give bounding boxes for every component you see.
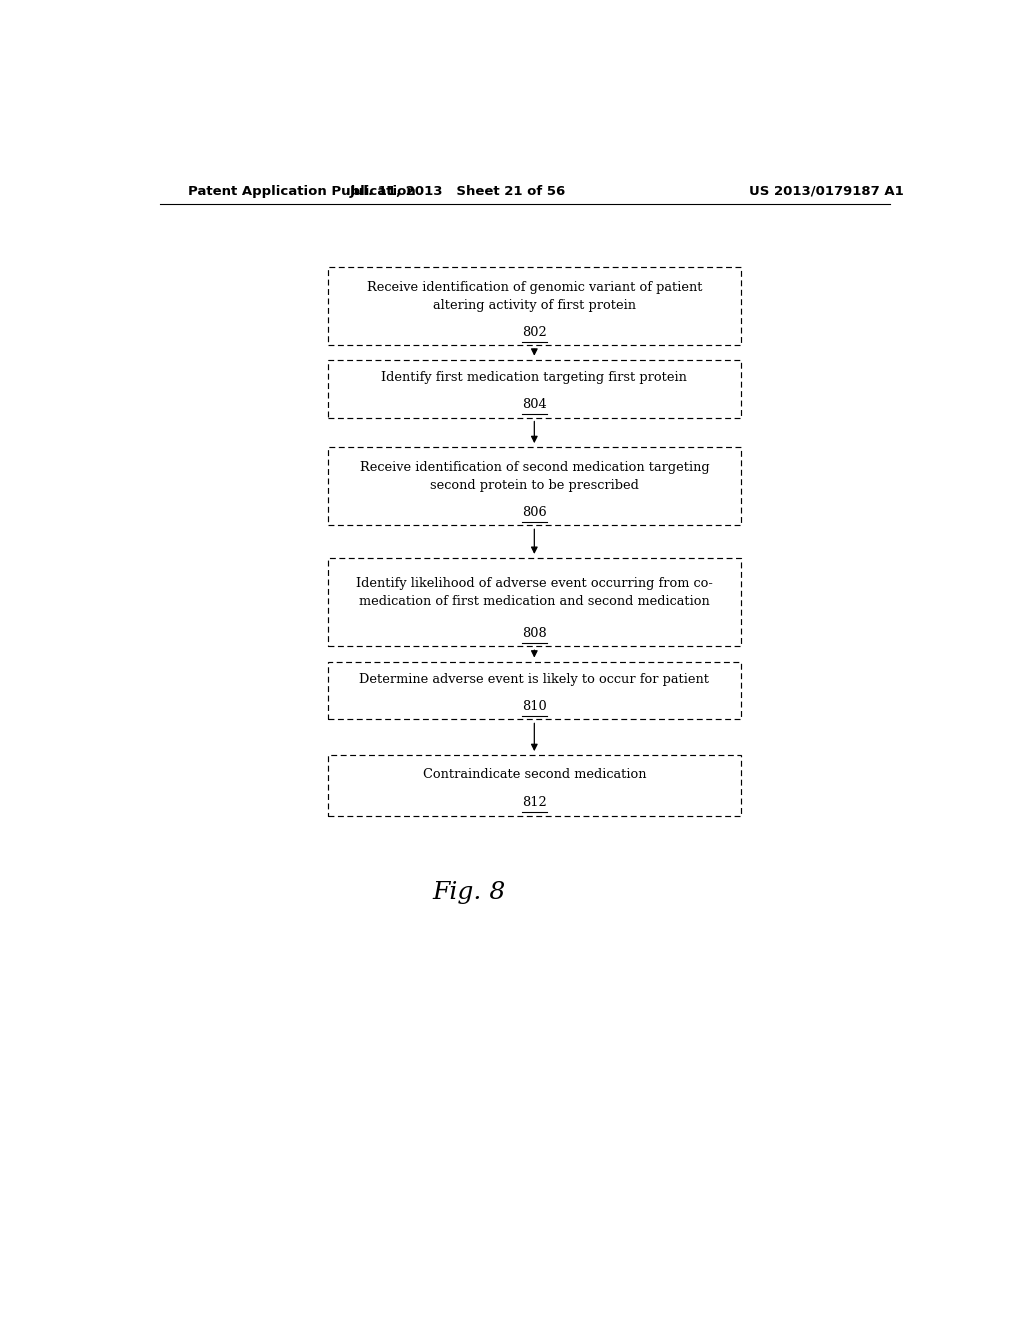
Text: Identify first medication targeting first protein: Identify first medication targeting firs…	[381, 371, 687, 384]
FancyBboxPatch shape	[328, 661, 740, 719]
FancyBboxPatch shape	[328, 267, 740, 346]
Text: Receive identification of second medication targeting: Receive identification of second medicat…	[359, 462, 710, 474]
FancyBboxPatch shape	[328, 447, 740, 525]
Text: 808: 808	[522, 627, 547, 640]
Text: Fig. 8: Fig. 8	[432, 880, 506, 904]
Text: 804: 804	[522, 397, 547, 411]
Text: US 2013/0179187 A1: US 2013/0179187 A1	[749, 185, 904, 198]
FancyBboxPatch shape	[328, 359, 740, 417]
Text: Patent Application Publication: Patent Application Publication	[187, 185, 416, 198]
Text: 802: 802	[522, 326, 547, 339]
Text: Jul. 11, 2013   Sheet 21 of 56: Jul. 11, 2013 Sheet 21 of 56	[349, 185, 565, 198]
Text: 810: 810	[522, 700, 547, 713]
Text: 806: 806	[522, 506, 547, 519]
FancyBboxPatch shape	[328, 755, 740, 816]
Text: Contraindicate second medication: Contraindicate second medication	[423, 768, 646, 781]
FancyBboxPatch shape	[328, 558, 740, 647]
Text: Receive identification of genomic variant of patient: Receive identification of genomic varian…	[367, 281, 702, 294]
Text: Determine adverse event is likely to occur for patient: Determine adverse event is likely to occ…	[359, 673, 710, 686]
Text: second protein to be prescribed: second protein to be prescribed	[430, 479, 639, 491]
Text: 812: 812	[522, 796, 547, 809]
Text: altering activity of first protein: altering activity of first protein	[433, 298, 636, 312]
Text: Identify likelihood of adverse event occurring from co-: Identify likelihood of adverse event occ…	[356, 577, 713, 590]
Text: medication of first medication and second medication: medication of first medication and secon…	[359, 594, 710, 607]
